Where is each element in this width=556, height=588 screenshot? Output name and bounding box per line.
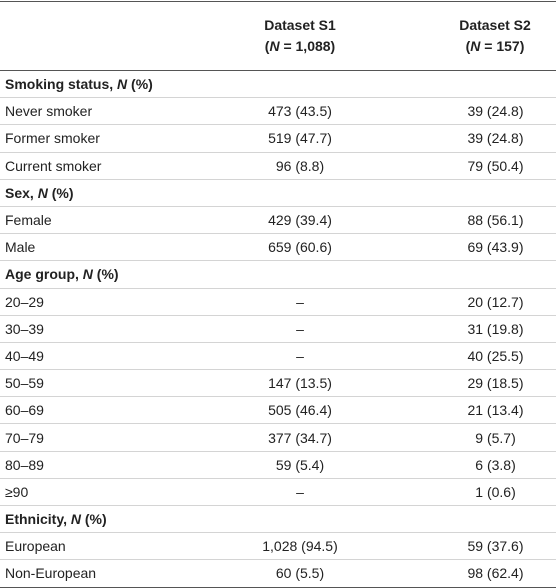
data-row: Female 429 (39.4) 88 (56.1) xyxy=(0,206,556,235)
cell-value: 659 (60.6) xyxy=(215,233,385,262)
column-n-var: N xyxy=(470,38,481,54)
section-var: N xyxy=(82,266,93,283)
row-label: 20–29 xyxy=(0,288,215,316)
row-label: Former smoker xyxy=(0,124,215,153)
data-row: 60–69 505 (46.4) 21 (13.4) xyxy=(0,396,556,425)
cell-value: – xyxy=(215,315,385,343)
section-label: Sex, N (%) xyxy=(0,179,556,207)
data-row: 80–89 59 (5.4) 6 (3.8) xyxy=(0,451,556,479)
cell-value: 519 (47.7) xyxy=(215,124,385,153)
cell-value: 96 (8.8) xyxy=(215,152,385,180)
section-text: Smoking status, xyxy=(5,76,118,93)
data-row: Never smoker 473 (43.5) 39 (24.8) xyxy=(0,97,556,126)
cell-value: 39 (24.8) xyxy=(385,97,556,126)
data-row: ≥90–1 (0.6) xyxy=(0,478,556,507)
section-rest: (%) xyxy=(92,266,119,283)
cell-value: 39 (24.8) xyxy=(385,124,556,153)
cell-value: 6 (3.8) xyxy=(385,451,556,479)
row-label: Non-European xyxy=(5,565,97,582)
cell-value: – xyxy=(215,342,385,371)
cell-value: 1 (0.6) xyxy=(385,478,556,507)
row-label: 80–89 xyxy=(0,451,215,479)
section-var: N xyxy=(117,76,128,93)
cell-value: 21 (13.4) xyxy=(385,396,556,425)
data-row: 70–79 377 (34.7) 9 (5.7) xyxy=(0,423,556,452)
row-label: ≥90 xyxy=(0,478,215,507)
cell-value: 505 (46.4) xyxy=(215,396,385,425)
section-rest: (%) xyxy=(47,184,74,201)
column-n-rest: = 157) xyxy=(480,38,525,54)
cell-value: 88 (56.1) xyxy=(385,206,556,235)
row-label: Female xyxy=(0,206,215,235)
column-n-var: N xyxy=(269,38,280,54)
cell-value: 29 (18.5) xyxy=(385,369,556,398)
section-row: Ethnicity, N (%) xyxy=(0,505,556,534)
cell-value: 69 (43.9) xyxy=(385,233,556,262)
cell-value: 40 (25.5) xyxy=(385,342,556,371)
header-row: Dataset S1 (N = 1,088) Dataset S2 (N = 157) xyxy=(0,1,556,71)
column-name: Dataset S1 xyxy=(264,17,336,33)
section-var: N xyxy=(70,511,81,528)
section-label: Age group, N (%) xyxy=(0,260,556,289)
column-n-open: ( xyxy=(465,38,471,54)
data-row: Current smoker 96 (8.8) 79 (50.4) xyxy=(0,152,556,180)
cell-value: – xyxy=(215,478,385,507)
cell-value: 20 (12.7) xyxy=(385,288,556,316)
row-label: 70–79 xyxy=(0,423,215,452)
row-label: Never smoker xyxy=(0,97,215,126)
section-var: N xyxy=(37,184,48,201)
cell-value: 1,028 (94.5) xyxy=(215,532,385,561)
row-label: 40–49 xyxy=(0,342,215,371)
cell-value: 31 (19.8) xyxy=(385,315,556,343)
data-row: European 1,028 (94.5) 59 (37.6) xyxy=(0,532,556,561)
row-label: Male xyxy=(0,233,215,262)
cell-value: 9 (5.7) xyxy=(385,423,556,452)
cell-value: 429 (39.4) xyxy=(215,206,385,235)
column-n-rest: = 1,088) xyxy=(279,38,336,54)
cell-value: 473 (43.5) xyxy=(215,97,385,126)
cell-value: 79 (50.4) xyxy=(385,152,556,180)
data-row: 20–29–20 (12.7) xyxy=(0,288,556,316)
header-blank xyxy=(0,1,215,71)
data-row: 50–59 147 (13.5) 29 (18.5) xyxy=(0,369,556,398)
cell-value: – xyxy=(215,288,385,316)
section-text: Ethnicity, xyxy=(5,511,71,528)
data-row: Non-European 60 (5.5) 98 (62.4) xyxy=(0,560,556,587)
cell-value: 98 (62.4) xyxy=(467,565,524,582)
row-label: 50–59 xyxy=(0,369,215,398)
cell-value: 60 (5.5) xyxy=(275,565,325,582)
data-row: 40–49–40 (25.5) xyxy=(0,342,556,371)
section-rest: (%) xyxy=(80,511,107,528)
data-row: 30–39–31 (19.8) xyxy=(0,315,556,343)
data-row: Former smoker 519 (47.7) 39 (24.8) xyxy=(0,124,556,153)
section-label: Ethnicity, N (%) xyxy=(0,505,556,534)
cell-value: 59 (5.4) xyxy=(215,451,385,479)
row-label: 60–69 xyxy=(0,396,215,425)
section-row: Age group, N (%) xyxy=(0,260,556,289)
section-row: Sex, N (%) xyxy=(0,179,556,207)
row-label: European xyxy=(0,532,215,561)
column-name: Dataset S2 xyxy=(459,17,531,33)
section-text: Sex, xyxy=(5,184,38,201)
section-row: Smoking status, N (%) xyxy=(0,70,556,99)
column-header: Dataset S2 (N = 157) xyxy=(385,1,556,71)
row-label: Current smoker xyxy=(0,152,215,180)
cell-value: 59 (37.6) xyxy=(385,532,556,561)
data-row: Male 659 (60.6) 69 (43.9) xyxy=(0,233,556,262)
row-label: 30–39 xyxy=(0,315,215,343)
table-body: Smoking status, N (%) Never smoker 473 (43… xyxy=(0,70,556,588)
section-rest: (%) xyxy=(127,76,153,93)
cell-value: 147 (13.5) xyxy=(215,369,385,398)
section-text: Age group, xyxy=(5,266,83,283)
cell-value: 377 (34.7) xyxy=(215,423,385,452)
column-n-open: ( xyxy=(264,38,270,54)
section-label: Smoking status, N (%) xyxy=(0,70,556,99)
column-header: Dataset S1 (N = 1,088) xyxy=(215,1,385,71)
